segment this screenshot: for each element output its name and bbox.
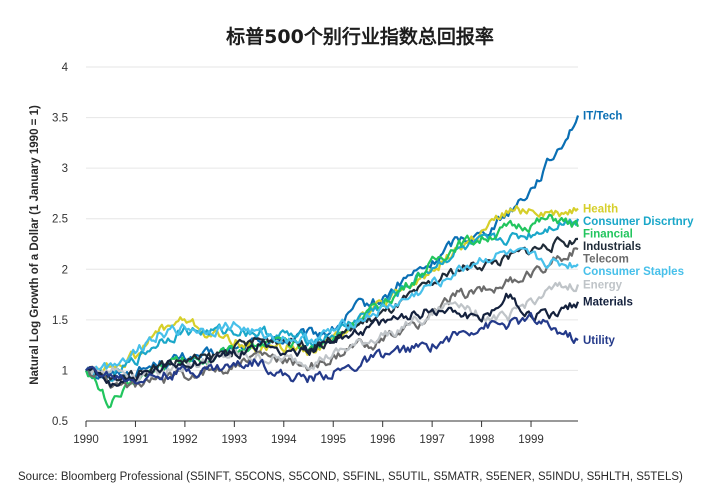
series-label: IT/Tech (583, 111, 622, 123)
series-label: Energy (583, 279, 623, 291)
y-axis-ticks: 0.5 1 1.5 2 2.5 3 3.5 4 (52, 62, 69, 428)
series-label: Consumer Staples (583, 266, 684, 278)
x-axis: 1990 1991 1992 1993 1994 1995 1996 1997 1998 1999 (73, 420, 578, 446)
x-tick-label: 1993 (222, 434, 248, 446)
series-lines (84, 115, 580, 409)
y-tick-label: 3.5 (52, 113, 68, 125)
x-tick-label: 1996 (370, 434, 396, 446)
series-line (85, 247, 579, 375)
series-label: Health (583, 204, 618, 216)
y-tick-label: 1 (62, 365, 68, 377)
series-label: Utility (583, 335, 616, 347)
y-tick-label: 4 (62, 62, 69, 74)
x-tick-label: 1990 (73, 434, 99, 446)
x-tick-label: 1999 (518, 434, 544, 446)
series-line (85, 205, 579, 375)
chart-title: 标普500个别行业指数总回报率 (226, 26, 494, 48)
x-tick-label: 1992 (172, 434, 198, 446)
y-tick-label: 2.5 (52, 214, 68, 226)
series-line (85, 312, 579, 385)
y-tick-label: 0.5 (52, 416, 68, 428)
series-line (85, 292, 580, 388)
y-tick-label: 3 (62, 163, 68, 175)
series-label: Telecom (583, 254, 629, 266)
x-tick-label: 1995 (320, 434, 346, 446)
series-line (85, 281, 580, 383)
source-note: Source: Bloomberg Professional (S5INFT, … (18, 471, 683, 483)
x-tick-label: 1991 (123, 434, 149, 446)
y-tick-label: 1.5 (52, 315, 68, 327)
series-label: Materials (583, 297, 633, 309)
x-tick-label: 1997 (419, 434, 445, 446)
series-label: Financial (583, 229, 633, 241)
x-tick-label: 1998 (469, 434, 495, 446)
series-label: Consumer Discrtnry (583, 216, 694, 228)
series-label: Industrials (583, 241, 641, 253)
series-line (85, 218, 580, 382)
y-tick-label: 2 (62, 264, 68, 276)
x-tick-label: 1994 (271, 434, 297, 446)
